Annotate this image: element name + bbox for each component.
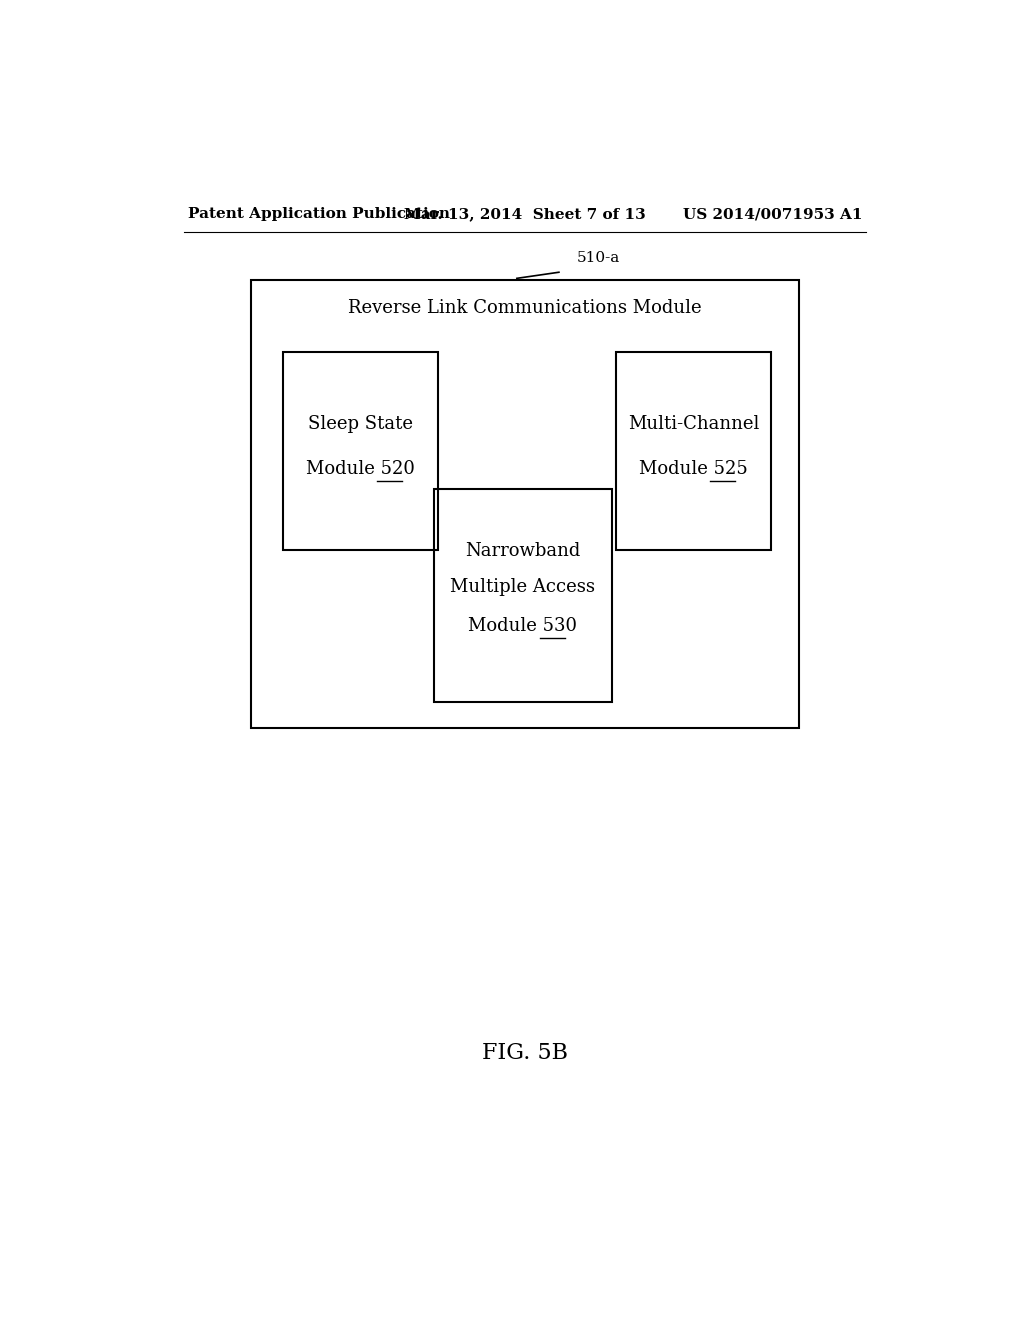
Text: Multiple Access: Multiple Access (451, 578, 595, 597)
Text: Reverse Link Communications Module: Reverse Link Communications Module (348, 298, 701, 317)
Text: Mar. 13, 2014  Sheet 7 of 13: Mar. 13, 2014 Sheet 7 of 13 (403, 207, 646, 222)
Text: Module 525: Module 525 (639, 459, 748, 478)
Text: Module 520: Module 520 (306, 459, 415, 478)
Text: Narrowband: Narrowband (465, 541, 581, 560)
Text: Module 530: Module 530 (468, 616, 578, 635)
Bar (251, 280, 799, 727)
Text: US 2014/0071953 A1: US 2014/0071953 A1 (683, 207, 862, 222)
Text: Sleep State: Sleep State (307, 416, 413, 433)
Text: FIG. 5B: FIG. 5B (482, 1041, 567, 1064)
Text: Multi-Channel: Multi-Channel (628, 416, 759, 433)
Bar (433, 488, 612, 702)
Bar (283, 351, 437, 549)
Text: 510-a: 510-a (577, 251, 620, 265)
Text: Patent Application Publication: Patent Application Publication (187, 207, 450, 222)
Bar (616, 351, 771, 549)
